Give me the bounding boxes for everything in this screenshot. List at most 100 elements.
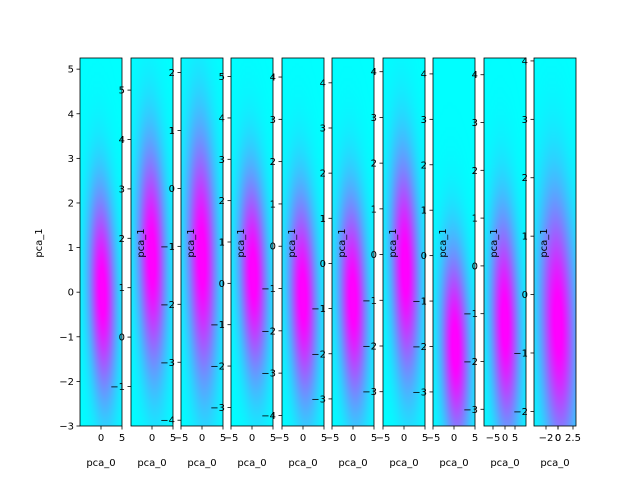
y-tick-label: 0 [169, 184, 175, 195]
density-heatmap [332, 58, 374, 426]
y-tick-label: 2 [270, 157, 276, 168]
x-tick-label: −5 [325, 433, 340, 444]
y-tick-label: −3 [311, 394, 326, 405]
y-tick-label: −2 [160, 300, 175, 311]
y-tick-label: 2 [522, 173, 528, 184]
density-heatmap [181, 58, 223, 426]
y-tick-label: 0 [219, 279, 225, 290]
y-tick-label: −3 [59, 422, 74, 433]
y-tick-label: −3 [362, 387, 377, 398]
y-axis-label: pca_1 [489, 228, 500, 257]
y-tick-label: 0 [421, 251, 427, 262]
y-tick-label: 1 [522, 232, 528, 243]
x-tick-label: 0 [401, 433, 407, 444]
y-tick-label: −3 [210, 403, 225, 414]
y-tick-label: 1 [371, 204, 377, 215]
y-tick-label: 4 [421, 69, 427, 80]
y-tick-label: 3 [270, 115, 276, 126]
x-tick-label: −2 [539, 433, 554, 444]
y-tick-label: 3 [522, 115, 528, 126]
y-tick-label: 3 [119, 184, 125, 195]
y-tick-label: 5 [219, 72, 225, 83]
y-tick-label: 4 [270, 73, 276, 84]
y-tick-label: 1 [68, 243, 74, 254]
y-tick-label: −1 [412, 297, 427, 308]
x-tick-label: −5 [174, 433, 189, 444]
x-axis-label: pca_0 [86, 458, 115, 469]
x-tick-label: −5 [275, 433, 290, 444]
subplot-8: −3 −2 −1 0 1 2 3 4 −5 0 5 pca_0 pca_1 [412, 57, 478, 469]
y-tick-label: 4 [68, 109, 74, 120]
y-tick-label: 1 [119, 283, 125, 294]
y-axis-label: pca_1 [337, 228, 348, 257]
x-axis-label: pca_0 [237, 458, 266, 469]
x-tick-label: 0 [300, 433, 306, 444]
y-tick-label: 4 [320, 78, 326, 89]
x-tick-label: −5 [426, 433, 441, 444]
y-tick-label: −1 [311, 304, 326, 315]
axes-frame [533, 57, 577, 427]
y-tick-label: −2 [210, 362, 225, 373]
y-axis-label: pca_1 [287, 228, 298, 257]
x-tick-label: 5 [119, 433, 125, 444]
density-heatmap [80, 58, 122, 426]
x-tick-label: −5 [486, 433, 501, 444]
y-tick-label: 2 [68, 198, 74, 209]
subplot-2: −1 0 1 2 3 4 5 0 5 pca_0 pca_1 [110, 57, 176, 469]
y-tick-label: 1 [472, 214, 478, 225]
x-axis-label: pca_0 [187, 458, 216, 469]
y-tick-label: −1 [362, 296, 377, 307]
y-tick-label: 2 [169, 68, 175, 79]
y-tick-label: −2 [412, 342, 427, 353]
y-axis-label: pca_1 [388, 228, 399, 257]
x-axis-label: pca_0 [490, 458, 519, 469]
y-tick-label: 1 [320, 214, 326, 225]
subplot-3: −4 −3 −2 −1 0 1 2 −5 0 5 pca_0 pca_1 [160, 57, 226, 469]
x-tick-label: 0 [451, 433, 457, 444]
y-tick-label: 0 [371, 250, 377, 261]
y-tick-label: −4 [261, 411, 276, 422]
density-heatmap [534, 58, 576, 426]
x-tick-label: 0 [199, 433, 205, 444]
x-tick-label: 5 [512, 433, 518, 444]
y-tick-label: −2 [463, 357, 478, 368]
y-tick-label: 4 [119, 135, 125, 146]
subplot-7: −3 −2 −1 0 1 2 3 4 −5 0 5 pca_0 pca_1 [362, 57, 428, 469]
y-tick-label: −1 [463, 309, 478, 320]
y-tick-label: 2 [421, 160, 427, 171]
x-axis-label: pca_0 [338, 458, 367, 469]
y-axis-label: pca_1 [236, 228, 247, 257]
y-tick-label: 3 [320, 123, 326, 134]
y-axis-label: pca_1 [438, 228, 449, 257]
y-tick-label: 5 [119, 86, 125, 97]
x-axis-label: pca_0 [540, 458, 569, 469]
density-heatmap [433, 58, 475, 426]
x-tick-label: 0 [555, 433, 561, 444]
y-tick-label: −1 [261, 284, 276, 295]
y-tick-label: −2 [362, 342, 377, 353]
y-tick-label: 3 [472, 118, 478, 129]
y-tick-label: −1 [110, 382, 125, 393]
y-tick-label: 4 [371, 67, 377, 78]
y-tick-label: 0 [270, 242, 276, 253]
y-tick-label: −3 [160, 358, 175, 369]
x-tick-label: 5 [422, 433, 428, 444]
y-axis-label: pca_1 [186, 228, 197, 257]
x-tick-label: −5 [376, 433, 391, 444]
y-tick-label: −3 [261, 369, 276, 380]
y-tick-label: 3 [371, 113, 377, 124]
y-tick-label: 1 [270, 199, 276, 210]
x-tick-label: 5 [220, 433, 226, 444]
x-tick-label: 5 [170, 433, 176, 444]
x-tick-label: 5 [371, 433, 377, 444]
y-tick-label: −3 [463, 405, 478, 416]
x-tick-label: 0 [249, 433, 255, 444]
x-tick-label: 2.5 [565, 433, 581, 444]
y-tick-label: 3 [68, 154, 74, 165]
y-tick-label: 3 [421, 115, 427, 126]
y-tick-label: 2 [219, 196, 225, 207]
y-tick-label: 2 [472, 166, 478, 177]
